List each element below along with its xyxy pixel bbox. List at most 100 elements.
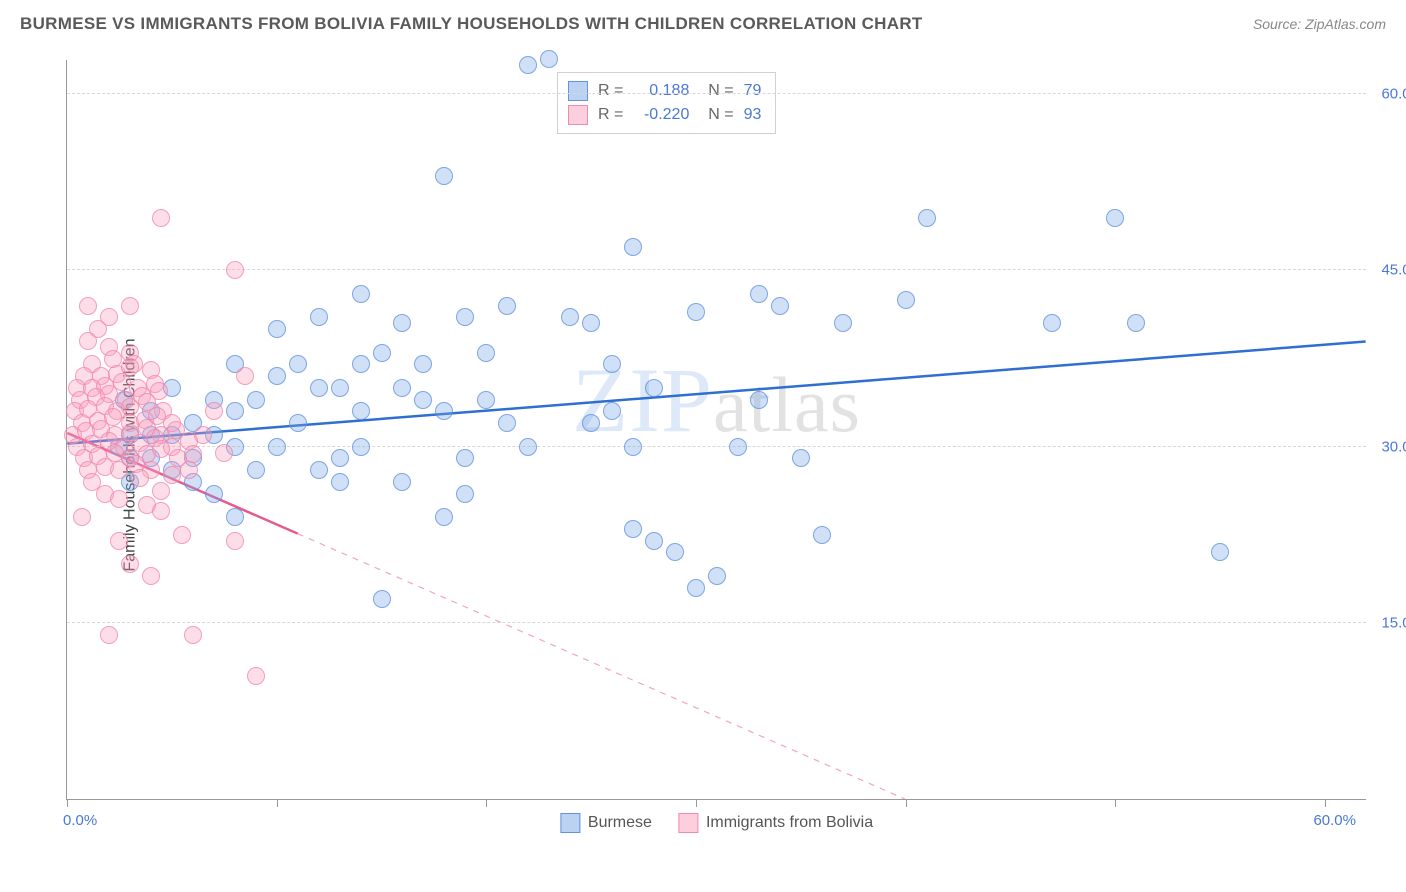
data-point: [180, 461, 198, 479]
legend-item-burmese: Burmese: [560, 813, 652, 833]
data-point: [582, 314, 600, 332]
data-point: [247, 667, 265, 685]
data-point: [310, 461, 328, 479]
legend-label: Immigrants from Bolivia: [706, 814, 873, 832]
y-tick-label: 15.0%: [1374, 614, 1406, 631]
x-tick: [67, 799, 68, 807]
data-point: [121, 555, 139, 573]
x-tick: [696, 799, 697, 807]
data-point: [373, 590, 391, 608]
data-point: [205, 402, 223, 420]
legend-n-value-1: 79: [744, 82, 762, 100]
y-tick-label: 60.0%: [1374, 86, 1406, 103]
data-point: [142, 567, 160, 585]
legend-n-label: N =: [699, 106, 733, 124]
data-point: [750, 285, 768, 303]
data-point: [184, 445, 202, 463]
data-point: [247, 461, 265, 479]
data-point: [100, 626, 118, 644]
data-point: [226, 532, 244, 550]
data-point: [897, 291, 915, 309]
swatch-pink-icon: [678, 813, 698, 833]
data-point: [414, 355, 432, 373]
data-point: [561, 308, 579, 326]
chart-title: BURMESE VS IMMIGRANTS FROM BOLIVIA FAMIL…: [20, 14, 923, 34]
data-point: [1211, 543, 1229, 561]
data-point: [624, 438, 642, 456]
trend-lines: [67, 60, 1366, 799]
data-point: [226, 508, 244, 526]
data-point: [624, 520, 642, 538]
data-point: [152, 482, 170, 500]
data-point: [289, 355, 307, 373]
data-point: [435, 402, 453, 420]
data-point: [456, 485, 474, 503]
legend-r-label: R =: [598, 106, 623, 124]
data-point: [268, 438, 286, 456]
data-point: [331, 473, 349, 491]
data-point: [121, 297, 139, 315]
data-point: [750, 391, 768, 409]
legend-n-value-2: 93: [744, 106, 762, 124]
data-point: [918, 209, 936, 227]
data-point: [110, 532, 128, 550]
data-point: [603, 355, 621, 373]
data-point: [236, 367, 254, 385]
data-point: [435, 167, 453, 185]
data-point: [163, 466, 181, 484]
data-point: [289, 414, 307, 432]
legend-label: Burmese: [588, 814, 652, 832]
legend-row-bolivia: R = -0.220 N = 93: [568, 103, 761, 127]
x-tick: [906, 799, 907, 807]
gridline: [67, 93, 1366, 94]
data-point: [131, 469, 149, 487]
x-tick: [277, 799, 278, 807]
data-point: [352, 355, 370, 373]
data-point: [352, 402, 370, 420]
data-point: [1043, 314, 1061, 332]
x-tick: [1115, 799, 1116, 807]
data-point: [331, 379, 349, 397]
swatch-blue-icon: [560, 813, 580, 833]
x-axis-max-label: 60.0%: [1313, 812, 1356, 829]
data-point: [519, 56, 537, 74]
data-point: [771, 297, 789, 315]
chart-container: Family Households with Children ZIPatlas…: [20, 50, 1386, 860]
data-point: [110, 490, 128, 508]
legend-r-value-2: -0.220: [633, 106, 689, 124]
correlation-legend: R = 0.188 N = 79 R = -0.220 N = 93: [557, 72, 776, 134]
data-point: [687, 579, 705, 597]
data-point: [373, 344, 391, 362]
data-point: [813, 526, 831, 544]
x-tick: [486, 799, 487, 807]
data-point: [519, 438, 537, 456]
data-point: [603, 402, 621, 420]
data-point: [110, 461, 128, 479]
data-point: [414, 391, 432, 409]
data-point: [687, 303, 705, 321]
data-point: [152, 209, 170, 227]
data-point: [194, 426, 212, 444]
data-point: [729, 438, 747, 456]
data-point: [226, 402, 244, 420]
data-point: [152, 440, 170, 458]
plot-area: ZIPatlas R = 0.188 N = 79 R = -0.220 N =…: [66, 60, 1366, 800]
data-point: [1127, 314, 1145, 332]
swatch-pink-icon: [568, 105, 588, 125]
data-point: [205, 485, 223, 503]
y-tick-label: 45.0%: [1374, 262, 1406, 279]
data-point: [477, 344, 495, 362]
data-point: [393, 473, 411, 491]
data-point: [645, 532, 663, 550]
data-point: [456, 308, 474, 326]
data-point: [393, 314, 411, 332]
legend-row-burmese: R = 0.188 N = 79: [568, 79, 761, 103]
x-tick: [1325, 799, 1326, 807]
legend-r-value-1: 0.188: [633, 82, 689, 100]
data-point: [477, 391, 495, 409]
data-point: [498, 414, 516, 432]
data-point: [352, 438, 370, 456]
data-point: [1106, 209, 1124, 227]
data-point: [582, 414, 600, 432]
gridline: [67, 446, 1366, 447]
